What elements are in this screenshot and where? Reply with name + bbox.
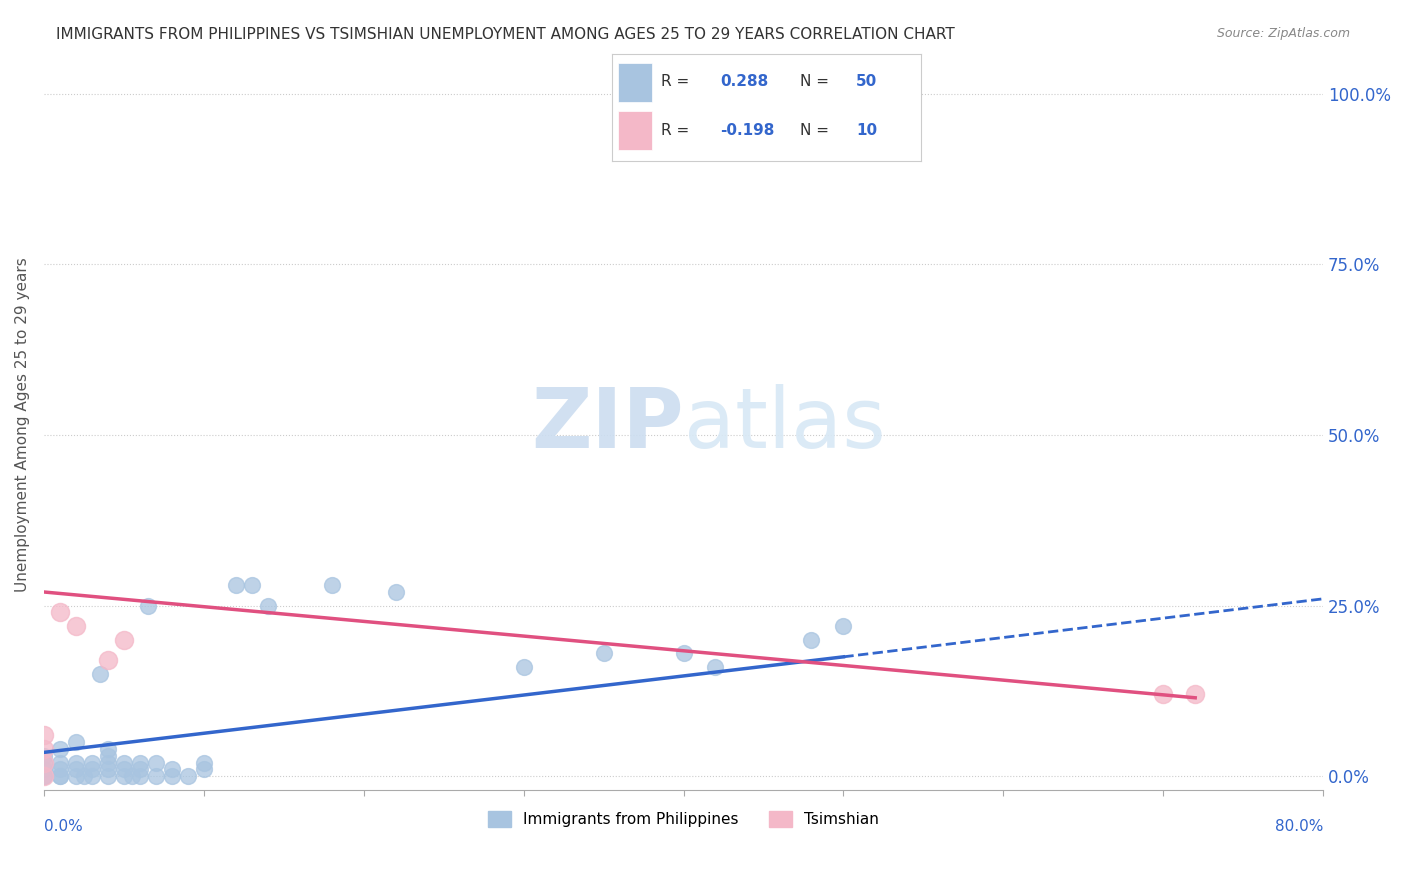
Point — [97, 756, 120, 770]
Point — [512, 660, 534, 674]
Point — [65, 619, 87, 633]
Point — [256, 599, 278, 613]
Point — [65, 769, 87, 783]
Point — [32, 748, 55, 763]
Y-axis label: Unemployment Among Ages 25 to 29 years: Unemployment Among Ages 25 to 29 years — [15, 258, 30, 592]
Text: ZIP: ZIP — [531, 384, 683, 466]
Point — [384, 585, 406, 599]
Point — [32, 769, 55, 783]
Point — [65, 756, 87, 770]
Point — [800, 632, 823, 647]
Point — [832, 619, 855, 633]
Point — [97, 742, 120, 756]
Legend: Immigrants from Philippines, Tsimshian: Immigrants from Philippines, Tsimshian — [482, 805, 886, 833]
Point — [32, 742, 55, 756]
Point — [193, 763, 215, 777]
Point — [49, 769, 72, 783]
Point — [49, 742, 72, 756]
Point — [32, 756, 55, 770]
Point — [1184, 687, 1206, 701]
Point — [49, 606, 72, 620]
Point — [80, 763, 103, 777]
Point — [89, 666, 111, 681]
Point — [160, 769, 183, 783]
Point — [32, 763, 55, 777]
Point — [672, 647, 695, 661]
Text: N =: N = — [800, 122, 834, 137]
Point — [32, 728, 55, 742]
Text: 80.0%: 80.0% — [1275, 819, 1323, 834]
Point — [225, 578, 247, 592]
Text: atlas: atlas — [683, 384, 886, 466]
Text: 10: 10 — [856, 122, 877, 137]
Point — [49, 769, 72, 783]
Point — [32, 769, 55, 783]
Text: Source: ZipAtlas.com: Source: ZipAtlas.com — [1216, 27, 1350, 40]
Point — [112, 632, 135, 647]
Point — [128, 763, 150, 777]
Point — [704, 660, 727, 674]
Point — [112, 769, 135, 783]
Point — [112, 756, 135, 770]
Point — [32, 769, 55, 783]
Point — [128, 756, 150, 770]
Point — [32, 756, 55, 770]
Point — [65, 763, 87, 777]
Point — [145, 769, 167, 783]
Point — [136, 599, 159, 613]
Point — [97, 653, 120, 667]
Bar — [617, 112, 652, 150]
Point — [145, 756, 167, 770]
Point — [177, 769, 200, 783]
Text: 50: 50 — [856, 74, 877, 89]
Text: R =: R = — [661, 122, 695, 137]
Point — [128, 769, 150, 783]
Point — [80, 769, 103, 783]
Text: N =: N = — [800, 74, 834, 89]
Point — [49, 756, 72, 770]
Point — [65, 735, 87, 749]
Point — [592, 647, 614, 661]
Text: R =: R = — [661, 74, 695, 89]
Point — [80, 756, 103, 770]
Text: -0.198: -0.198 — [720, 122, 775, 137]
Point — [321, 578, 343, 592]
Text: IMMIGRANTS FROM PHILIPPINES VS TSIMSHIAN UNEMPLOYMENT AMONG AGES 25 TO 29 YEARS : IMMIGRANTS FROM PHILIPPINES VS TSIMSHIAN… — [56, 27, 955, 42]
Point — [97, 748, 120, 763]
Point — [193, 756, 215, 770]
Point — [1152, 687, 1174, 701]
Point — [112, 763, 135, 777]
Point — [97, 763, 120, 777]
Point — [240, 578, 263, 592]
Point — [73, 769, 96, 783]
Point — [49, 763, 72, 777]
Point — [97, 769, 120, 783]
Point — [160, 763, 183, 777]
Text: 0.288: 0.288 — [720, 74, 768, 89]
Point — [121, 769, 143, 783]
Bar — [617, 63, 652, 102]
Text: 0.0%: 0.0% — [44, 819, 83, 834]
